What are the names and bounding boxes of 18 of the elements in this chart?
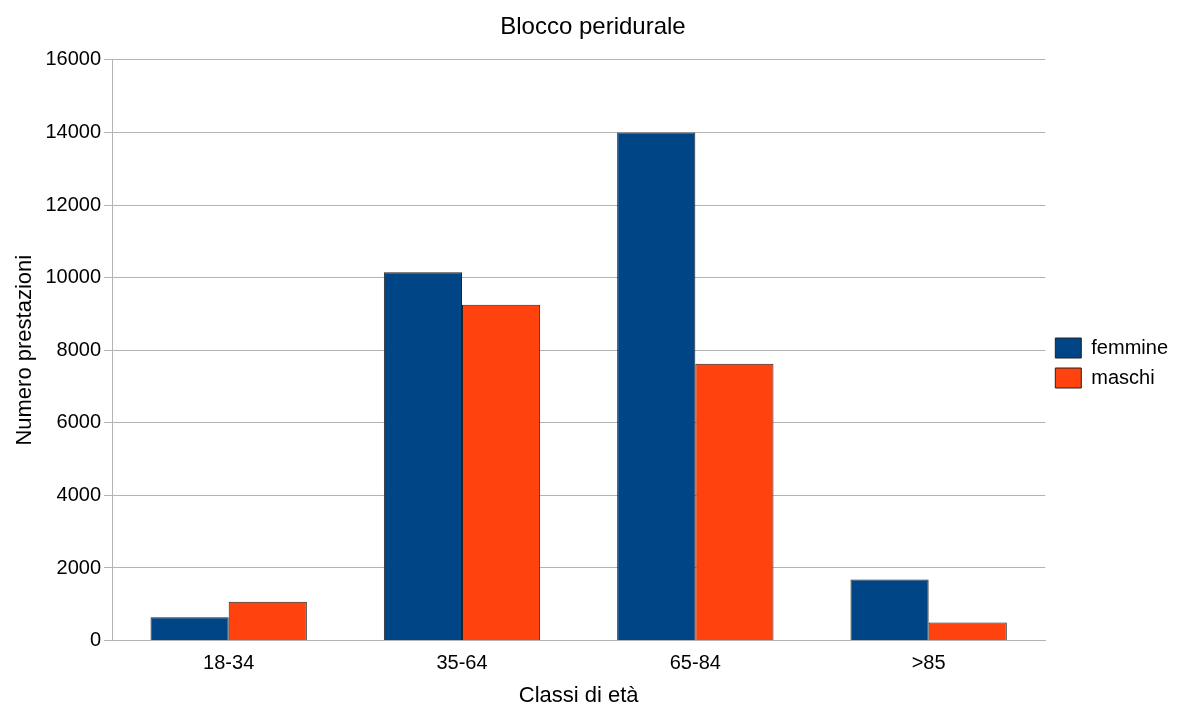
y-tick-label: 8000 xyxy=(56,337,102,360)
legend-label: femmine xyxy=(1091,335,1169,358)
y-tick-label: 4000 xyxy=(56,482,102,505)
chart-title: Blocco peridurale xyxy=(500,12,686,40)
y-tick-label: 12000 xyxy=(45,192,102,215)
x-tick-label: >85 xyxy=(911,651,946,674)
x-axis-title: Classi di età xyxy=(518,681,640,707)
y-tick-label: 2000 xyxy=(56,555,102,578)
y-tick-label: 0 xyxy=(89,628,102,651)
y-tick-label: 14000 xyxy=(45,119,102,142)
legend-label: maschi xyxy=(1091,365,1155,388)
x-tick-label: 65-84 xyxy=(669,651,721,674)
y-tick-label: 6000 xyxy=(56,410,102,433)
y-tick-label: 16000 xyxy=(45,47,102,70)
x-tick-label: 18-34 xyxy=(203,651,255,674)
x-tick-label: 35-64 xyxy=(436,651,488,674)
y-axis-title: Numero prestazioni xyxy=(11,254,37,446)
y-tick-label: 10000 xyxy=(45,265,102,288)
